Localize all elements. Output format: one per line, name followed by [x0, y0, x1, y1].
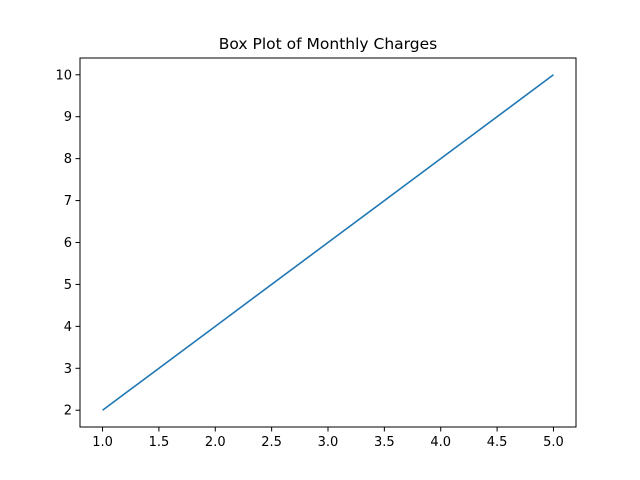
- y-tick-label: 7: [64, 194, 72, 209]
- y-tick-label: 5: [64, 278, 72, 293]
- y-tick-label: 6: [64, 236, 72, 251]
- chart-title: Box Plot of Monthly Charges: [219, 35, 437, 53]
- x-tick-label: 4.0: [430, 435, 451, 450]
- x-tick-label: 1.0: [92, 435, 113, 450]
- series-layer: [102, 74, 554, 411]
- x-tick-label: 3.5: [374, 435, 395, 450]
- x-tick-label: 5.0: [543, 435, 564, 450]
- series-line-1: [102, 74, 554, 411]
- y-tick-label: 3: [64, 362, 72, 377]
- x-axis: 1.0 1.5 2.0 2.5 3.0 3.5 4.0 4.5 5.0: [92, 427, 564, 450]
- y-tick-label: 9: [64, 110, 72, 125]
- y-tick-label: 2: [64, 404, 72, 419]
- x-tick-label: 2.0: [205, 435, 226, 450]
- y-axis: 2 3 4 5 6 7 8 9 10: [55, 68, 80, 419]
- x-tick-label: 4.5: [487, 435, 508, 450]
- x-tick-label: 2.5: [261, 435, 282, 450]
- x-tick-label: 3.0: [318, 435, 339, 450]
- y-tick-label: 8: [64, 152, 72, 167]
- y-tick-label: 10: [55, 68, 72, 83]
- x-tick-label: 1.5: [149, 435, 170, 450]
- y-tick-label: 4: [64, 320, 72, 335]
